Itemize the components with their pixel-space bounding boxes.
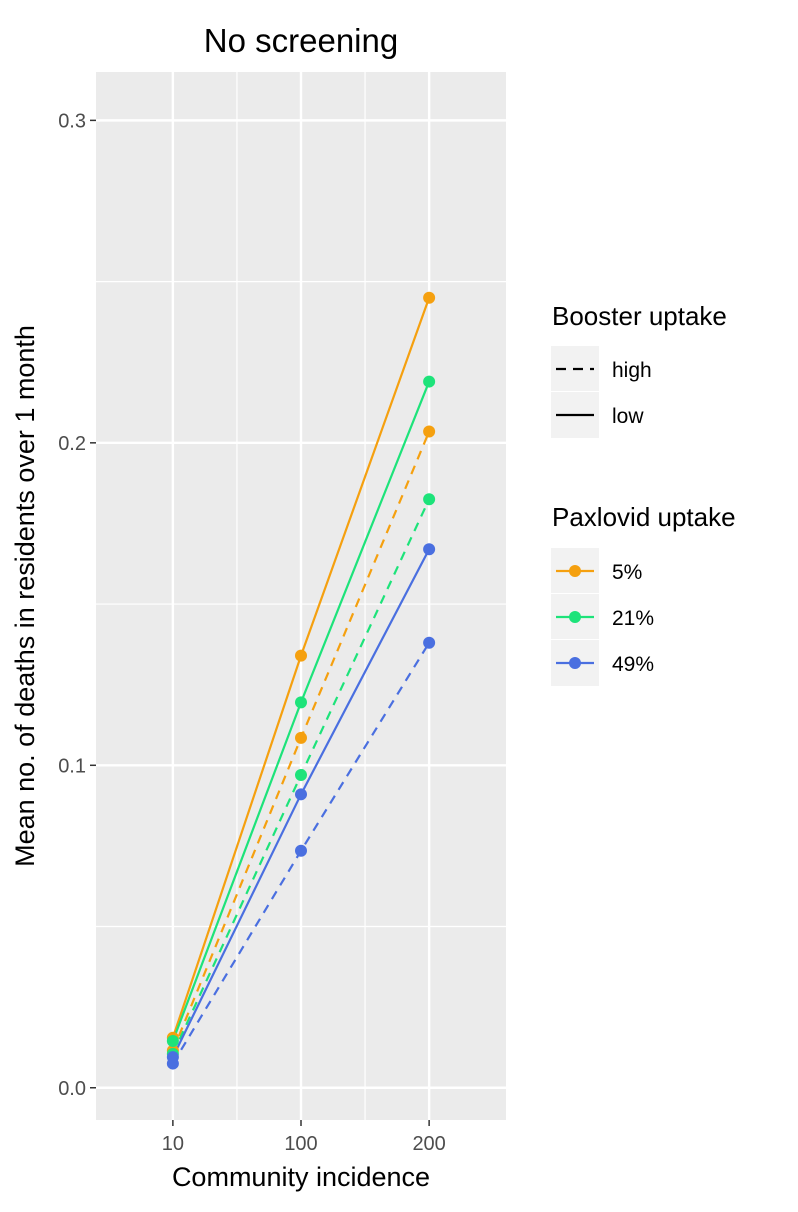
y-tick-label: 0.3 bbox=[58, 110, 86, 132]
legend-booster: Booster uptake high low bbox=[551, 301, 727, 438]
legend-label-5pct: 5% bbox=[612, 561, 642, 584]
data-point bbox=[423, 636, 436, 649]
x-tick-label: 200 bbox=[412, 1133, 445, 1155]
data-point bbox=[295, 696, 307, 709]
data-point bbox=[295, 731, 307, 744]
data-point bbox=[166, 1034, 179, 1047]
grid-layer bbox=[96, 72, 506, 1120]
y-axis-title: Mean no. of deaths in residents over 1 m… bbox=[10, 325, 40, 867]
points-layer bbox=[166, 291, 436, 1070]
y-tick-label: 0.2 bbox=[58, 433, 86, 455]
y-tick-label: 0.1 bbox=[58, 755, 86, 777]
y-axis: 0.0 0.1 0.2 0.3 bbox=[58, 110, 96, 1100]
chart-title: No screening bbox=[204, 22, 398, 59]
data-point bbox=[423, 493, 436, 506]
legend-label-high: high bbox=[612, 359, 652, 382]
data-point bbox=[423, 543, 436, 556]
legend-label-low: low bbox=[612, 405, 644, 428]
x-tick-label: 10 bbox=[162, 1133, 184, 1155]
data-point bbox=[295, 844, 307, 857]
legend-label-49pct: 49% bbox=[612, 653, 654, 676]
x-axis: 10 100 200 bbox=[162, 1120, 446, 1155]
data-point bbox=[423, 425, 436, 438]
legend-booster-title: Booster uptake bbox=[552, 301, 727, 331]
data-point bbox=[295, 768, 307, 781]
data-point bbox=[295, 649, 307, 662]
legend-key-49pct-point bbox=[569, 657, 581, 669]
legend-paxlovid-title: Paxlovid uptake bbox=[552, 502, 736, 532]
data-point bbox=[166, 1057, 179, 1070]
x-axis-title: Community incidence bbox=[172, 1162, 430, 1192]
data-point bbox=[295, 788, 307, 801]
data-point bbox=[423, 291, 436, 304]
x-tick-label: 100 bbox=[284, 1133, 317, 1155]
y-tick-label: 0.0 bbox=[58, 1078, 86, 1100]
legend-label-21pct: 21% bbox=[612, 607, 654, 630]
legend-paxlovid: Paxlovid uptake 5% 21% 49% bbox=[551, 502, 736, 686]
legend-key-5pct-point bbox=[569, 565, 581, 577]
legend-key-21pct-point bbox=[569, 611, 581, 623]
data-point bbox=[423, 375, 436, 388]
